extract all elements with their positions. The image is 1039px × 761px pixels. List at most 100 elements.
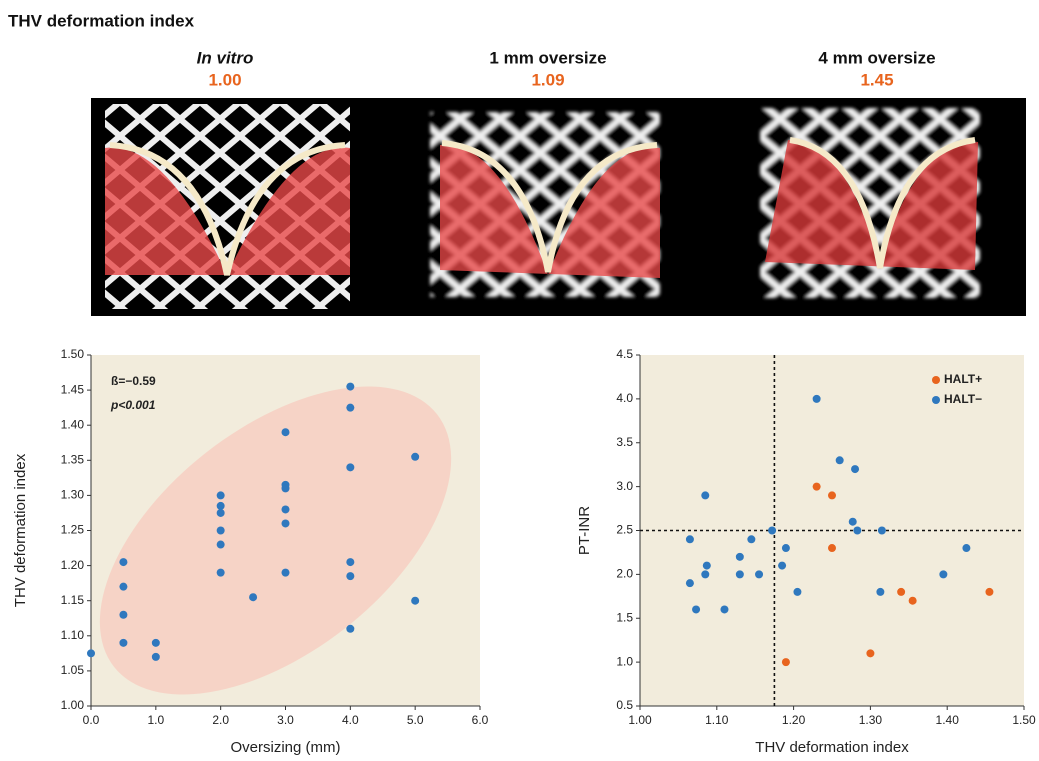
point [217, 509, 225, 517]
x-tick-label: 4.0 [342, 713, 359, 727]
point [720, 605, 728, 613]
y-tick-label: 3.0 [616, 479, 633, 493]
point [813, 483, 821, 491]
point [346, 404, 354, 412]
point [686, 579, 694, 587]
point [411, 453, 419, 461]
legend-label: HALT− [944, 392, 982, 406]
y-tick-label: 1.10 [61, 628, 85, 642]
figure-title: THV deformation index [8, 11, 195, 30]
y-tick-label: 1.5 [616, 610, 633, 624]
y-tick-label: 0.5 [616, 698, 633, 712]
point [346, 625, 354, 633]
charts: 1.00 1.05 1.10 1.15 1.20 1.25 1.30 1.35 1.40 1.45… [12, 326, 1036, 756]
point [282, 484, 290, 492]
point [119, 558, 127, 566]
point [813, 395, 821, 403]
y-tick-label: 3.5 [616, 435, 633, 449]
x-axis-label: THV deformation index [755, 739, 909, 756]
point [897, 588, 905, 596]
point [217, 502, 225, 510]
point [747, 535, 755, 543]
image-strip [91, 98, 1026, 316]
point [119, 611, 127, 619]
annotation: ß=−0.59 [111, 374, 156, 388]
panel-label: In vitro [197, 48, 254, 67]
point [878, 527, 886, 535]
annotation: p<0.001 [110, 398, 156, 412]
point [828, 544, 836, 552]
point [793, 588, 801, 596]
y-tick-label: 1.35 [61, 452, 85, 466]
x-tick-label: 1.40 [936, 713, 960, 727]
y-tick-label: 2.0 [616, 567, 633, 581]
y-tick-label: 1.00 [61, 698, 85, 712]
point [346, 463, 354, 471]
y-tick-label: 1.05 [61, 663, 85, 677]
point [152, 639, 160, 647]
point [411, 597, 419, 605]
panel-index: 1.00 [208, 70, 241, 89]
point [782, 544, 790, 552]
point [736, 553, 744, 561]
y-tick-label: 1.25 [61, 523, 85, 537]
point [217, 541, 225, 549]
panel-label: 1 mm oversize [489, 48, 606, 67]
point [778, 562, 786, 570]
point [282, 569, 290, 577]
point [851, 465, 859, 473]
y-axis-label: PT-INR [576, 506, 593, 555]
point [346, 383, 354, 391]
point [217, 491, 225, 499]
legend-marker [932, 376, 940, 384]
point [119, 583, 127, 591]
panel-index: 1.45 [860, 70, 893, 89]
point [346, 558, 354, 566]
point [152, 653, 160, 661]
y-tick-label: 2.5 [616, 523, 633, 537]
x-tick-label: 3.0 [277, 713, 294, 727]
point [853, 527, 861, 535]
y-tick-label: 1.0 [616, 654, 633, 668]
point [701, 570, 709, 578]
y-tick-label: 1.40 [61, 417, 85, 431]
x-tick-label: 1.00 [628, 713, 652, 727]
point [282, 519, 290, 527]
x-tick-label: 1.20 [782, 713, 806, 727]
point [939, 570, 947, 578]
x-tick-label: 2.0 [212, 713, 229, 727]
x-tick-label: 6.0 [472, 713, 489, 727]
figure: THV deformation index In vitro 1.00 1 mm… [0, 0, 1039, 761]
x-axis-label: Oversizing (mm) [230, 739, 340, 756]
point [282, 428, 290, 436]
x-tick-label: 1.10 [705, 713, 729, 727]
point [701, 491, 709, 499]
point [87, 649, 95, 657]
panel-label: 4 mm oversize [818, 48, 935, 67]
legend-label: HALT+ [944, 372, 982, 386]
x-tick-label: 1.0 [147, 713, 164, 727]
y-tick-label: 1.45 [61, 382, 85, 396]
point [686, 535, 694, 543]
point [876, 588, 884, 596]
page: THV deformation index In vitro 1.00 1 mm… [0, 0, 1039, 761]
panel-index: 1.09 [531, 70, 564, 89]
point [217, 569, 225, 577]
x-tick-label: 0.0 [83, 713, 100, 727]
point [703, 562, 711, 570]
point [282, 505, 290, 513]
x-tick-label: 5.0 [407, 713, 424, 727]
x-tick-label: 1.30 [859, 713, 883, 727]
point [249, 593, 257, 601]
y-tick-label: 1.50 [61, 347, 85, 361]
y-axis-label: THV deformation index [12, 453, 29, 607]
y-tick-label: 4.0 [616, 391, 633, 405]
point [119, 639, 127, 647]
point [849, 518, 857, 526]
point [782, 658, 790, 666]
y-tick-label: 1.15 [61, 593, 85, 607]
point [909, 597, 917, 605]
y-tick-label: 4.5 [616, 347, 633, 361]
point [217, 527, 225, 535]
point [692, 605, 700, 613]
